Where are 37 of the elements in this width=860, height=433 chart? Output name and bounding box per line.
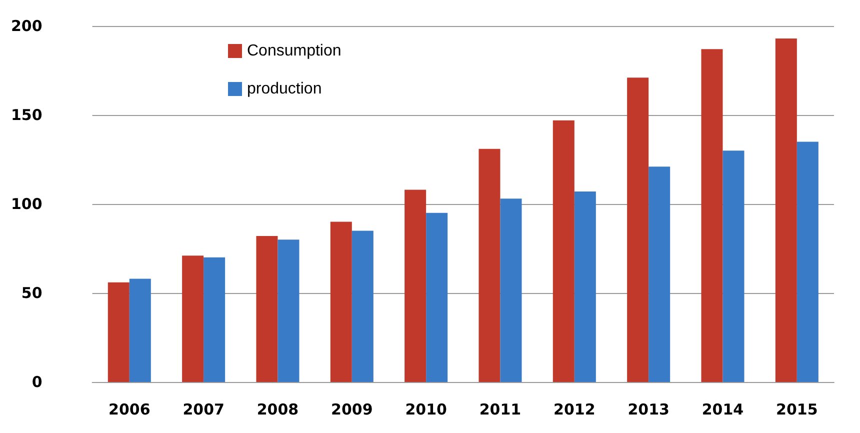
bar (204, 257, 226, 382)
y-tick-label: 50 (21, 284, 42, 302)
x-tick-label: 2014 (702, 400, 744, 418)
legend-label: Consumption (247, 42, 342, 60)
y-tick-label: 100 (11, 195, 42, 213)
bar (278, 240, 300, 382)
bar (552, 120, 574, 382)
bar (182, 256, 204, 382)
x-tick-label: 2009 (331, 400, 373, 418)
bar (330, 222, 352, 382)
y-tick-label: 150 (11, 106, 42, 124)
y-tick-label: 0 (32, 373, 42, 391)
bar (722, 150, 744, 382)
bar (352, 230, 374, 382)
x-tick-label: 2008 (256, 400, 299, 418)
x-tick-label: 2015 (776, 400, 818, 418)
x-tick-label: 2010 (405, 400, 447, 418)
bar (627, 78, 649, 382)
bar (108, 282, 130, 382)
bar (129, 278, 151, 382)
x-tick-label: 2006 (108, 400, 150, 418)
bar (701, 49, 723, 382)
bar (404, 190, 426, 382)
bar (426, 212, 448, 382)
bar (500, 198, 522, 382)
bar (574, 192, 596, 382)
bar (648, 166, 670, 382)
bar (256, 236, 278, 382)
legend-label: production (247, 80, 322, 98)
x-tick-label: 2012 (554, 400, 596, 418)
x-tick-label: 2011 (479, 400, 522, 418)
bar (775, 38, 797, 382)
bar (478, 148, 500, 382)
x-tick-label: 2013 (628, 400, 670, 418)
bar (796, 142, 818, 382)
x-tick-label: 2007 (182, 400, 224, 418)
y-tick-label: 200 (11, 17, 42, 35)
